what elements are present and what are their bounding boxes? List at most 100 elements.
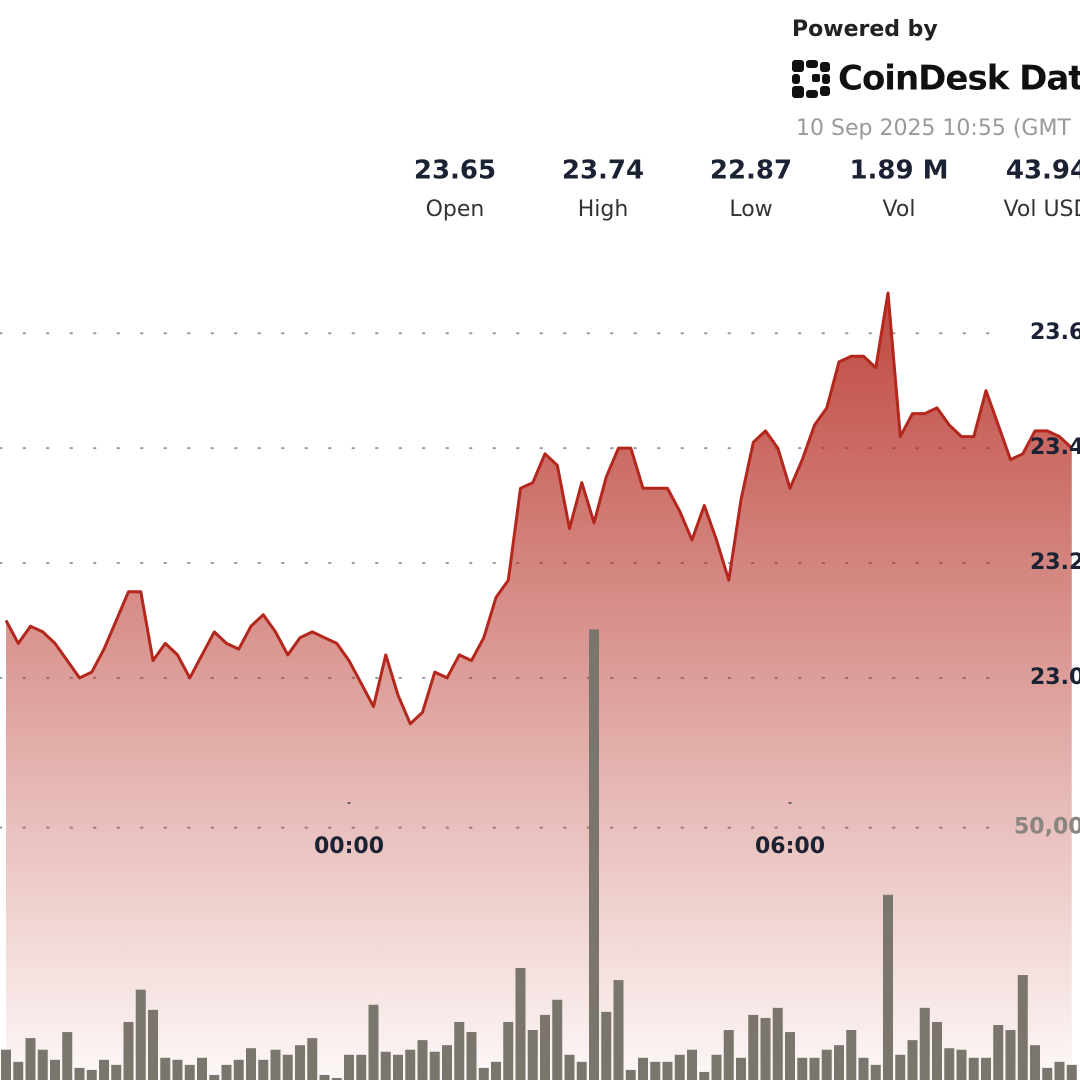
volume-bar	[344, 1054, 354, 1080]
stat-value: 43.94	[1006, 156, 1080, 186]
y2-tick-label: 50,000	[1014, 815, 1080, 840]
stat-value: 22.87	[710, 156, 792, 186]
volume-bar	[1, 1049, 11, 1080]
volume-bar	[1005, 1030, 1016, 1080]
volume-bar	[968, 1057, 979, 1080]
stat-label: High	[578, 197, 629, 222]
stat-value: 23.65	[414, 156, 496, 186]
volume-bar	[895, 1054, 906, 1080]
volume-bar	[1042, 1067, 1053, 1080]
volume-bar	[172, 1059, 183, 1080]
volume-bar	[160, 1057, 171, 1080]
volume-bar	[711, 1054, 722, 1080]
volume-bar	[613, 980, 624, 1080]
volume-bar	[576, 1061, 587, 1080]
volume-bar	[50, 1059, 60, 1080]
price-area	[6, 293, 1072, 1080]
volume-bar	[907, 1040, 918, 1080]
volume-bar	[221, 1064, 232, 1080]
volume-bar	[135, 989, 146, 1080]
volume-bar	[491, 1061, 501, 1080]
volume-bar	[601, 1011, 612, 1080]
volume-bar	[564, 1054, 575, 1080]
volume-bar	[981, 1057, 991, 1080]
volume-bar	[834, 1045, 844, 1080]
volume-bar	[62, 1032, 73, 1080]
volume-bar	[772, 1007, 783, 1080]
volume-bar	[625, 1069, 636, 1080]
volume-bar	[527, 1030, 538, 1080]
volume-bar	[638, 1057, 648, 1080]
volume-bar	[674, 1054, 685, 1080]
volume-bar	[760, 1017, 771, 1080]
volume-bar	[99, 1059, 109, 1080]
volume-bar	[25, 1038, 36, 1080]
stat-label: Vol	[883, 197, 916, 222]
volume-bar	[86, 1069, 97, 1080]
volume-bar	[307, 1038, 318, 1080]
brand-logo	[792, 60, 830, 98]
volume-bar	[736, 1057, 746, 1080]
volume-bar	[723, 1030, 734, 1080]
volume-bar	[699, 1071, 710, 1080]
volume-bar	[650, 1061, 661, 1080]
volume-bar	[111, 1064, 122, 1080]
volume-bar	[148, 1009, 158, 1080]
volume-bar	[295, 1045, 305, 1080]
volume-bar	[184, 1064, 195, 1080]
volume-bar	[809, 1057, 820, 1080]
volume-bar	[13, 1061, 24, 1080]
volume-bar	[209, 1074, 220, 1080]
volume-bar	[1017, 975, 1028, 1080]
volume-bar	[662, 1061, 673, 1080]
stat-label: Open	[426, 197, 485, 222]
y-tick-label: 23.4	[1030, 435, 1080, 460]
volume-bar	[319, 1074, 330, 1080]
y-tick-label: 23.0	[1030, 665, 1080, 690]
volume-bar	[589, 629, 599, 1080]
volume-bar	[405, 1049, 416, 1080]
volume-bar	[270, 1049, 281, 1080]
timestamp: 10 Sep 2025 10:55 (GMT	[796, 116, 1071, 141]
volume-bar	[944, 1048, 955, 1080]
volume-bar	[442, 1045, 452, 1080]
volume-bar	[356, 1054, 367, 1080]
stat-label: Vol USD	[1004, 197, 1080, 222]
volume-bar	[331, 1077, 342, 1080]
volume-bar	[37, 1049, 48, 1080]
brand-name: CoinDesk Data	[838, 59, 1080, 99]
volume-bar	[797, 1057, 808, 1080]
volume-bar	[282, 1054, 293, 1080]
volume-bar	[258, 1059, 269, 1080]
volume-bar	[870, 1064, 881, 1080]
volume-bar	[552, 999, 563, 1080]
volume-bar	[74, 1067, 85, 1080]
volume-bar	[478, 1067, 489, 1080]
volume-bar	[883, 894, 893, 1080]
x-tick-label: 00:00	[314, 834, 384, 859]
volume-bar	[821, 1049, 832, 1080]
volume-bar	[368, 1004, 379, 1080]
volume-bar	[197, 1057, 207, 1080]
volume-bar	[846, 1030, 857, 1080]
powered-by: Powered by	[792, 17, 938, 42]
volume-bar	[1054, 1061, 1065, 1080]
volume-bar	[246, 1048, 256, 1080]
volume-bar	[393, 1054, 403, 1080]
volume-bar	[1066, 1064, 1077, 1080]
volume-bar	[233, 1059, 244, 1080]
volume-bar	[429, 1051, 440, 1080]
volume-bar	[858, 1057, 869, 1080]
stat-value: 23.74	[562, 156, 644, 186]
y-tick-label: 23.6	[1030, 320, 1080, 345]
y-tick-label: 23.2	[1030, 550, 1080, 575]
volume-bar	[956, 1049, 967, 1080]
price-line	[4, 291, 1073, 726]
volume-bar	[515, 967, 526, 1080]
volume-bar	[503, 1021, 514, 1080]
volume-bar	[466, 1032, 477, 1080]
stat-value: 1.89 M	[849, 156, 948, 186]
volume-bar	[785, 1032, 795, 1080]
volume-bar	[417, 1040, 428, 1080]
